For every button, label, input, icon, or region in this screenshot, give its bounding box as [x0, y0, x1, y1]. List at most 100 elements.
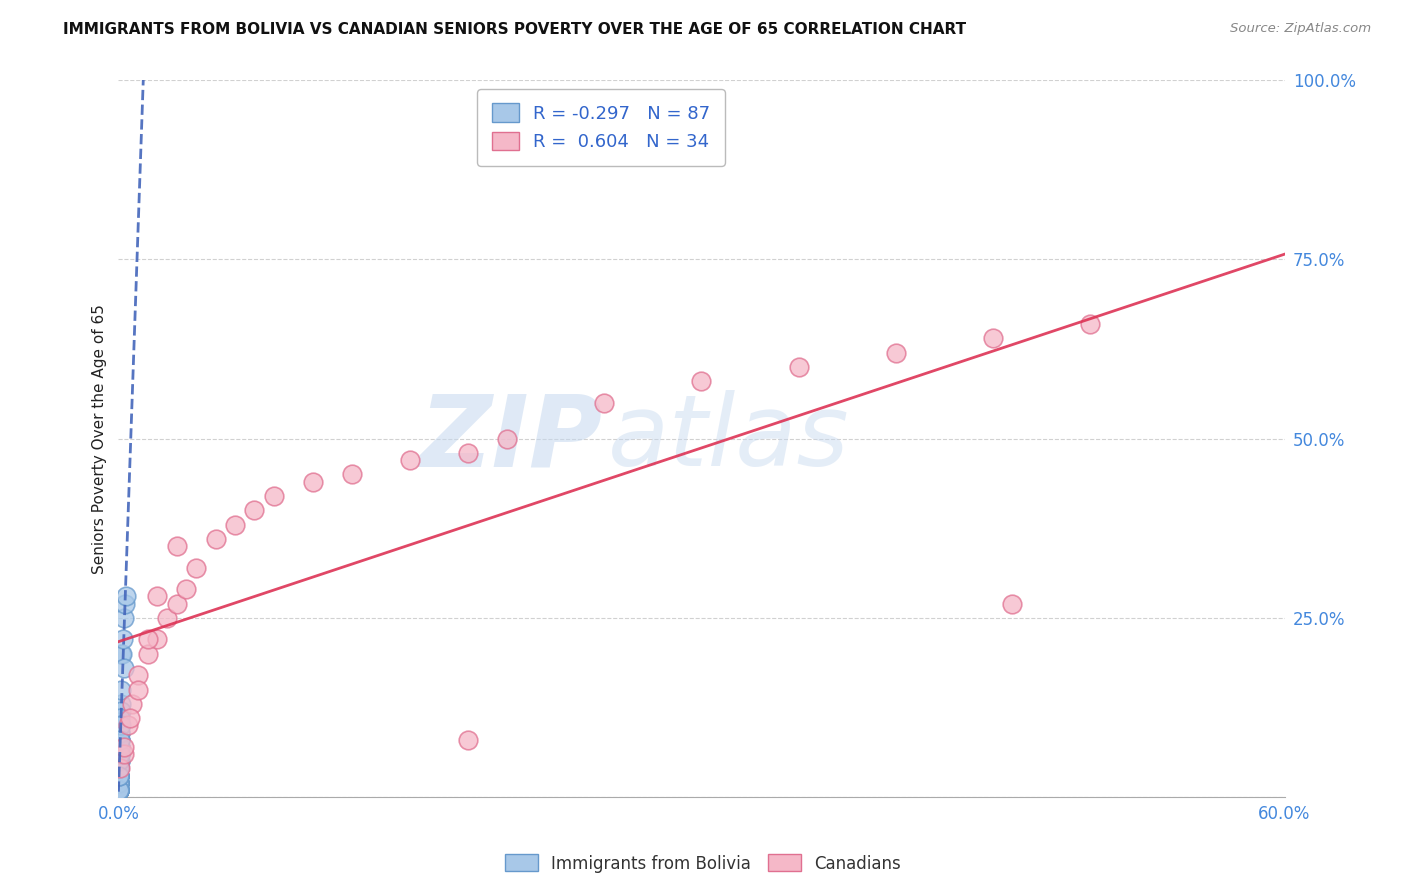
Point — [108, 747, 131, 761]
Point — [107, 783, 129, 797]
Point — [108, 776, 131, 790]
Point — [496, 432, 519, 446]
Point — [107, 783, 129, 797]
Point — [108, 776, 131, 790]
Text: atlas: atlas — [609, 390, 849, 487]
Point — [112, 739, 135, 754]
Point — [146, 590, 169, 604]
Point — [108, 747, 131, 761]
Point — [690, 374, 713, 388]
Point — [108, 776, 131, 790]
Point — [108, 739, 131, 754]
Point — [108, 725, 131, 739]
Point — [107, 783, 129, 797]
Point — [457, 446, 479, 460]
Point — [108, 776, 131, 790]
Text: Source: ZipAtlas.com: Source: ZipAtlas.com — [1230, 22, 1371, 36]
Point — [110, 711, 132, 725]
Point — [108, 747, 131, 761]
Point — [108, 754, 131, 768]
Point — [263, 489, 285, 503]
Point — [107, 783, 129, 797]
Point — [166, 539, 188, 553]
Point — [107, 783, 129, 797]
Point — [115, 590, 138, 604]
Point — [340, 467, 363, 482]
Point — [110, 647, 132, 661]
Point — [108, 776, 131, 790]
Point — [108, 776, 131, 790]
Point — [243, 503, 266, 517]
Point — [108, 732, 131, 747]
Point — [186, 560, 208, 574]
Point — [108, 762, 131, 776]
Point — [884, 345, 907, 359]
Point — [108, 769, 131, 783]
Point — [166, 597, 188, 611]
Point — [108, 754, 131, 768]
Point — [108, 776, 131, 790]
Legend: Immigrants from Bolivia, Canadians: Immigrants from Bolivia, Canadians — [498, 847, 908, 880]
Point — [108, 776, 131, 790]
Point — [108, 769, 131, 783]
Point — [108, 776, 131, 790]
Point — [108, 754, 131, 768]
Point — [121, 697, 143, 711]
Point — [107, 783, 129, 797]
Point — [108, 769, 131, 783]
Point — [107, 783, 129, 797]
Point — [107, 783, 129, 797]
Point — [110, 718, 132, 732]
Point — [108, 776, 131, 790]
Point — [110, 697, 132, 711]
Point — [110, 725, 132, 739]
Point — [108, 754, 131, 768]
Point — [108, 769, 131, 783]
Point — [108, 762, 131, 776]
Point — [981, 331, 1004, 345]
Point — [112, 661, 135, 675]
Point — [108, 769, 131, 783]
Point — [120, 711, 142, 725]
Point — [108, 754, 131, 768]
Point — [108, 776, 131, 790]
Point — [107, 783, 129, 797]
Point — [146, 632, 169, 647]
Point — [108, 769, 131, 783]
Point — [108, 754, 131, 768]
Point — [108, 747, 131, 761]
Point — [108, 776, 131, 790]
Point — [127, 682, 149, 697]
Point — [136, 647, 159, 661]
Text: ZIP: ZIP — [419, 390, 602, 487]
Point — [112, 632, 135, 647]
Point — [127, 668, 149, 682]
Point — [110, 704, 132, 718]
Point — [107, 783, 129, 797]
Point — [107, 783, 129, 797]
Point — [108, 769, 131, 783]
Point — [301, 475, 323, 489]
Point — [112, 747, 135, 761]
Point — [457, 732, 479, 747]
Point — [114, 597, 136, 611]
Point — [176, 582, 198, 597]
Point — [110, 718, 132, 732]
Point — [108, 739, 131, 754]
Point — [108, 776, 131, 790]
Point — [108, 769, 131, 783]
Point — [108, 776, 131, 790]
Point — [1078, 317, 1101, 331]
Point — [108, 754, 131, 768]
Point — [1001, 597, 1024, 611]
Point — [110, 732, 132, 747]
Point — [108, 739, 131, 754]
Point — [112, 611, 135, 625]
Legend: R = -0.297   N = 87, R =  0.604   N = 34: R = -0.297 N = 87, R = 0.604 N = 34 — [477, 89, 725, 166]
Point — [107, 783, 129, 797]
Point — [108, 769, 131, 783]
Point — [107, 783, 129, 797]
Point — [204, 532, 226, 546]
Point — [111, 647, 134, 661]
Point — [108, 732, 131, 747]
